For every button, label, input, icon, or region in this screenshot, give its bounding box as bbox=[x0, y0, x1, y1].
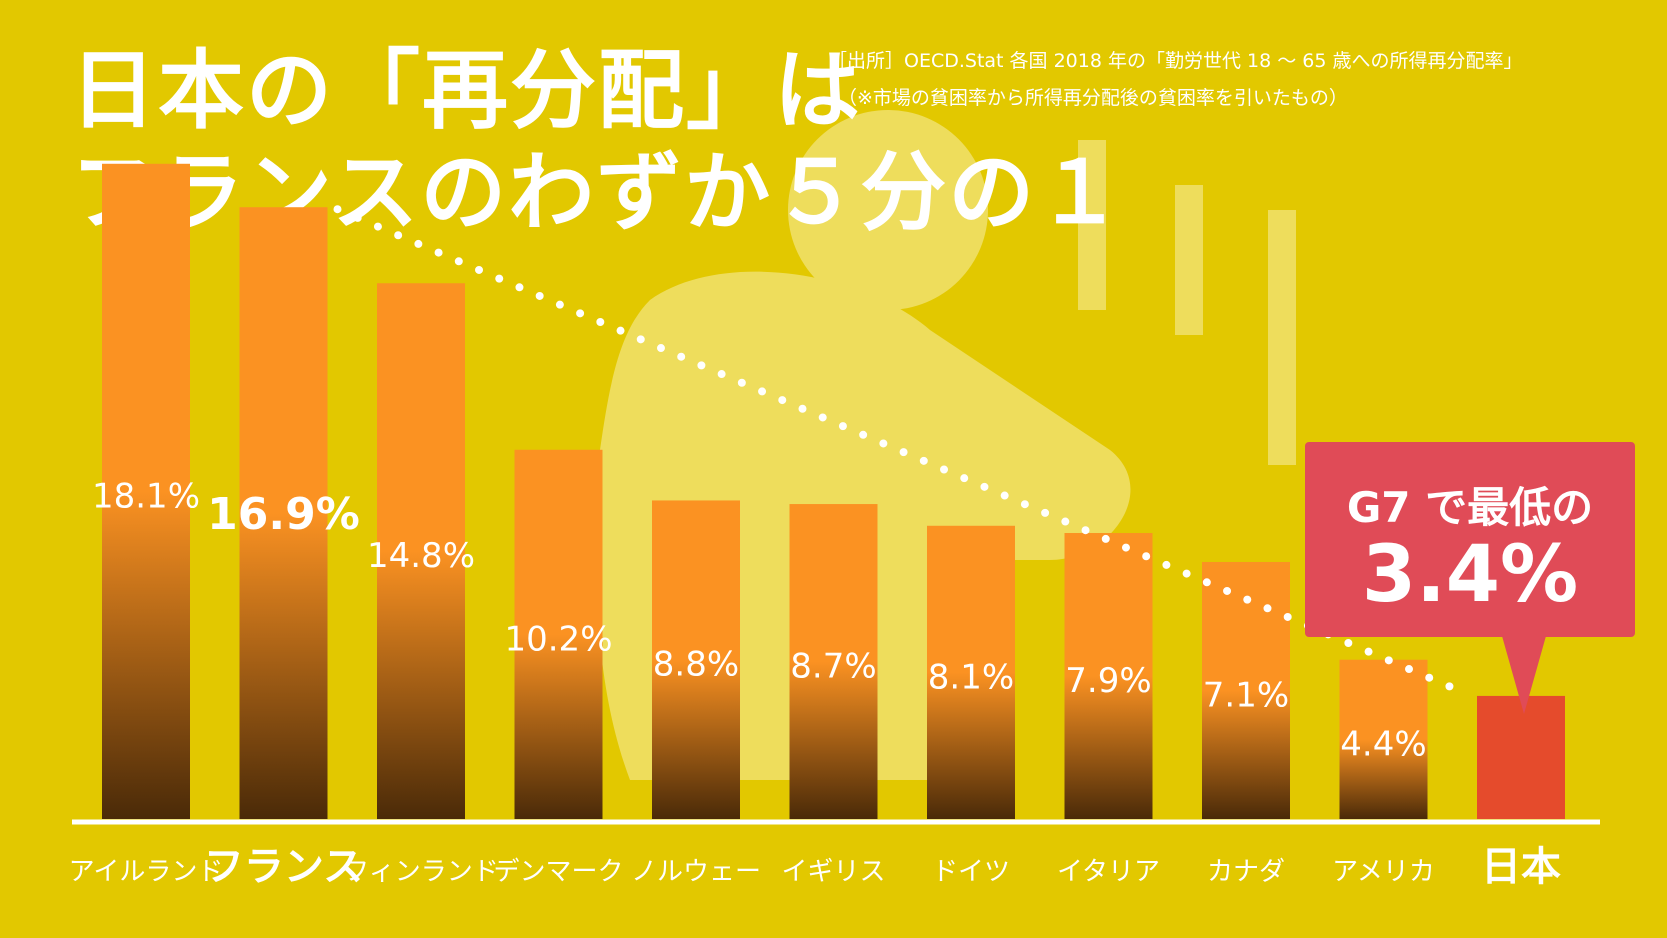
bar-6 bbox=[789, 504, 878, 819]
callout-pointer bbox=[1502, 636, 1546, 714]
bar-8 bbox=[1064, 533, 1153, 819]
category-label-8: イタリア bbox=[1057, 857, 1160, 887]
callout-text: G7 で最低の bbox=[1346, 483, 1594, 532]
gloom-line-3 bbox=[1268, 210, 1296, 465]
data-label-2: 16.9% bbox=[207, 489, 360, 540]
bar-9 bbox=[1202, 561, 1290, 819]
source-note-line-2: （※市場の貧困率から所得再分配後の貧困率を引いたもの） bbox=[838, 87, 1348, 109]
figure-head bbox=[788, 110, 988, 310]
bar-3 bbox=[377, 283, 465, 819]
gloom-line-1 bbox=[1078, 140, 1106, 310]
source-note-line-1: ［出所］OECD.Stat 各国 2018 年の「勤労世代 18 ～ 65 歳へ… bbox=[828, 50, 1523, 72]
page-title-line-1: 日本の「再分配」は bbox=[70, 41, 862, 141]
bar-1 bbox=[102, 163, 190, 819]
bar-10 bbox=[1339, 659, 1428, 819]
category-label-9: カナダ bbox=[1207, 857, 1285, 887]
category-label-11: 日本 bbox=[1481, 844, 1561, 890]
data-label-3: 14.8% bbox=[367, 536, 475, 576]
japan-callout: G7 で最低の 3.4% bbox=[1305, 442, 1635, 637]
data-label-7: 8.1% bbox=[928, 657, 1014, 697]
category-label-3: フィンランド bbox=[343, 857, 498, 887]
data-label-8: 7.9% bbox=[1065, 661, 1151, 701]
category-label-5: ノルウェー bbox=[631, 857, 761, 887]
bar-7 bbox=[927, 525, 1015, 819]
category-label-4: デンマーク bbox=[493, 857, 623, 887]
data-label-4: 10.2% bbox=[504, 619, 612, 659]
gloom-line-2 bbox=[1175, 185, 1203, 335]
category-label-2: フランス bbox=[204, 844, 363, 890]
bar-2 bbox=[239, 207, 328, 820]
data-label-10: 4.4% bbox=[1340, 724, 1426, 764]
data-label-5: 8.8% bbox=[653, 645, 739, 685]
callout-value: 3.4% bbox=[1361, 530, 1579, 620]
category-label-1: アイルランド bbox=[69, 857, 224, 887]
bar-4 bbox=[514, 449, 603, 819]
trend-line-dotted bbox=[333, 205, 1471, 698]
category-label-6: イギリス bbox=[781, 857, 885, 887]
data-label-6: 8.7% bbox=[790, 647, 876, 687]
data-label-9: 7.1% bbox=[1203, 675, 1289, 715]
category-label-7: ドイツ bbox=[932, 857, 1010, 887]
bar-5 bbox=[652, 500, 740, 819]
bar-11 bbox=[1477, 695, 1565, 819]
category-label-10: アメリカ bbox=[1332, 857, 1435, 887]
data-label-1: 18.1% bbox=[92, 476, 200, 516]
